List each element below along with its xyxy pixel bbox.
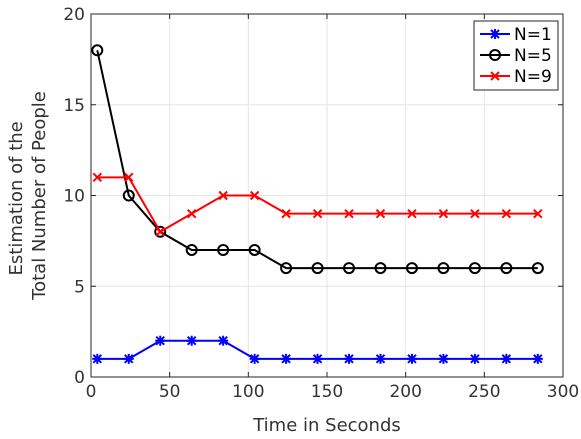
data-point — [281, 353, 292, 364]
data-point — [532, 353, 543, 364]
legend-label: N=1 — [514, 25, 552, 45]
data-point — [186, 208, 197, 219]
x-tick-label: 200 — [389, 382, 421, 402]
data-point — [218, 335, 229, 346]
data-point — [407, 208, 417, 219]
y-axis-label-line-2: Total Number of People — [29, 91, 50, 301]
x-tick-label: 50 — [159, 382, 181, 402]
data-point — [312, 208, 323, 219]
data-point — [501, 353, 512, 364]
series-2 — [91, 44, 544, 275]
data-point — [533, 208, 543, 219]
data-point — [92, 172, 103, 183]
legend-marker — [490, 71, 500, 81]
data-point — [280, 262, 293, 275]
data-point — [311, 262, 324, 275]
x-axis-label: Time in Seconds — [252, 415, 401, 436]
legend: N=1N=5N=9 — [473, 20, 559, 91]
data-point — [155, 227, 165, 237]
data-point — [469, 353, 480, 364]
legend-label: N=5 — [514, 46, 552, 66]
data-point — [375, 353, 386, 364]
legend-item-1: N=1 — [480, 25, 552, 45]
data-point — [248, 243, 261, 256]
y-tick-label: 15 — [63, 96, 85, 116]
data-point — [343, 262, 356, 275]
data-point — [405, 262, 418, 275]
data-point — [501, 208, 512, 219]
y-tick-label: 20 — [63, 5, 85, 25]
y-axis-label-line-1: Estimation of the — [6, 121, 27, 275]
data-point — [312, 353, 323, 364]
data-point — [92, 353, 103, 364]
data-point — [344, 208, 354, 219]
data-point — [249, 190, 260, 201]
x-tick-label: 150 — [311, 382, 343, 402]
data-point — [185, 243, 198, 256]
series-3 — [92, 172, 543, 237]
data-point — [122, 189, 135, 202]
data-point — [438, 353, 449, 364]
data-point — [186, 335, 197, 346]
series-1 — [92, 335, 543, 364]
data-point — [249, 353, 260, 364]
data-point — [468, 262, 481, 275]
legend-label: N=9 — [514, 67, 552, 87]
data-point — [154, 225, 167, 238]
data-point — [375, 208, 386, 219]
x-tick-label: 300 — [547, 382, 579, 402]
x-tick-label: 100 — [232, 382, 264, 402]
data-point — [470, 208, 480, 219]
y-tick-label: 10 — [63, 187, 85, 207]
x-tick-label: 0 — [86, 382, 97, 402]
data-point — [91, 44, 104, 57]
data-point — [123, 353, 134, 364]
tick-labels: 0 50 100 150 200 250 300 0 5 10 15 20 — [63, 5, 579, 402]
series-line — [96, 50, 538, 270]
series-line — [97, 176, 538, 234]
data-point — [438, 208, 449, 219]
data-point — [406, 353, 417, 364]
data-point — [531, 262, 544, 275]
data-point — [344, 353, 355, 364]
data-point — [437, 262, 450, 275]
legend-item-3: N=9 — [480, 67, 552, 87]
data-point — [500, 262, 513, 275]
y-tick-label: 5 — [74, 277, 85, 297]
data-point — [155, 335, 166, 346]
data-point — [218, 190, 228, 201]
data-point — [124, 172, 134, 183]
y-axis-label: Estimation of the Total Number of People — [6, 91, 50, 301]
x-tick-label: 250 — [468, 382, 500, 402]
y-tick-label: 0 — [74, 368, 85, 388]
data-point — [217, 243, 230, 256]
legend-marker — [490, 29, 500, 39]
data-point — [281, 208, 291, 219]
legend-item-2: N=5 — [480, 46, 552, 66]
series-layer — [91, 44, 544, 364]
data-point — [374, 262, 387, 275]
legend-marker — [489, 49, 501, 61]
